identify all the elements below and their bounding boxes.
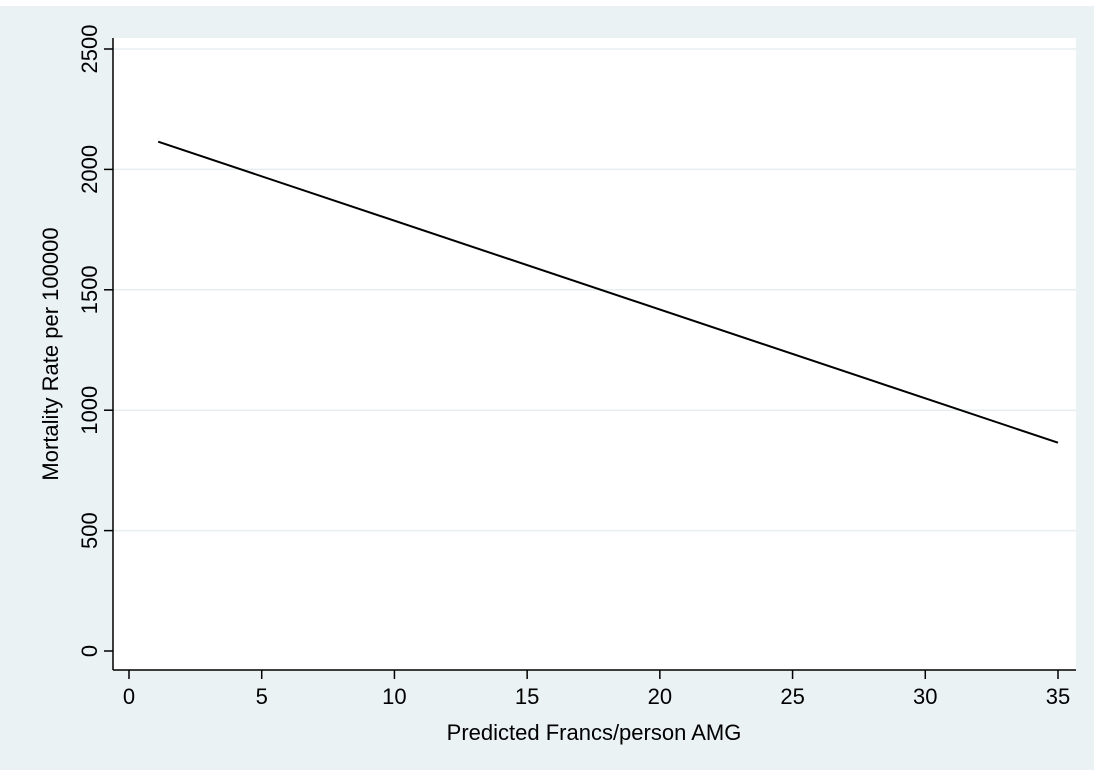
y-tick-label-0: 0 [77,645,102,657]
series-line-0 [157,140,1059,444]
x-tick-label-0: 0 [123,684,135,709]
x-tick-label-2: 10 [382,684,406,709]
axes: 0 500 1000 1500 2000 2500 0 5 10 15 20 25 30 35 [77,25,1076,709]
x-tick-label-5: 25 [780,684,804,709]
y-tick-label-4: 2000 [77,145,102,194]
y-tick-label-3: 1500 [77,265,102,314]
plot-area [113,38,1076,670]
x-axis-title: Predicted Francs/person AMG [447,720,742,745]
y-axis-title: Mortality Rate per 100000 [38,227,63,480]
y-tick-label-1: 500 [77,512,102,549]
x-tick-label-7: 35 [1046,684,1070,709]
top-banner [0,0,1094,6]
x-tick-label-4: 20 [648,684,672,709]
x-tick-label-1: 5 [256,684,268,709]
x-tick-label-6: 30 [913,684,937,709]
y-tick-label-5: 2500 [77,25,102,74]
y-tick-label-2: 1000 [77,386,102,435]
grid-lines [113,48,1076,532]
series-layer [157,140,1059,444]
x-tick-label-3: 15 [515,684,539,709]
